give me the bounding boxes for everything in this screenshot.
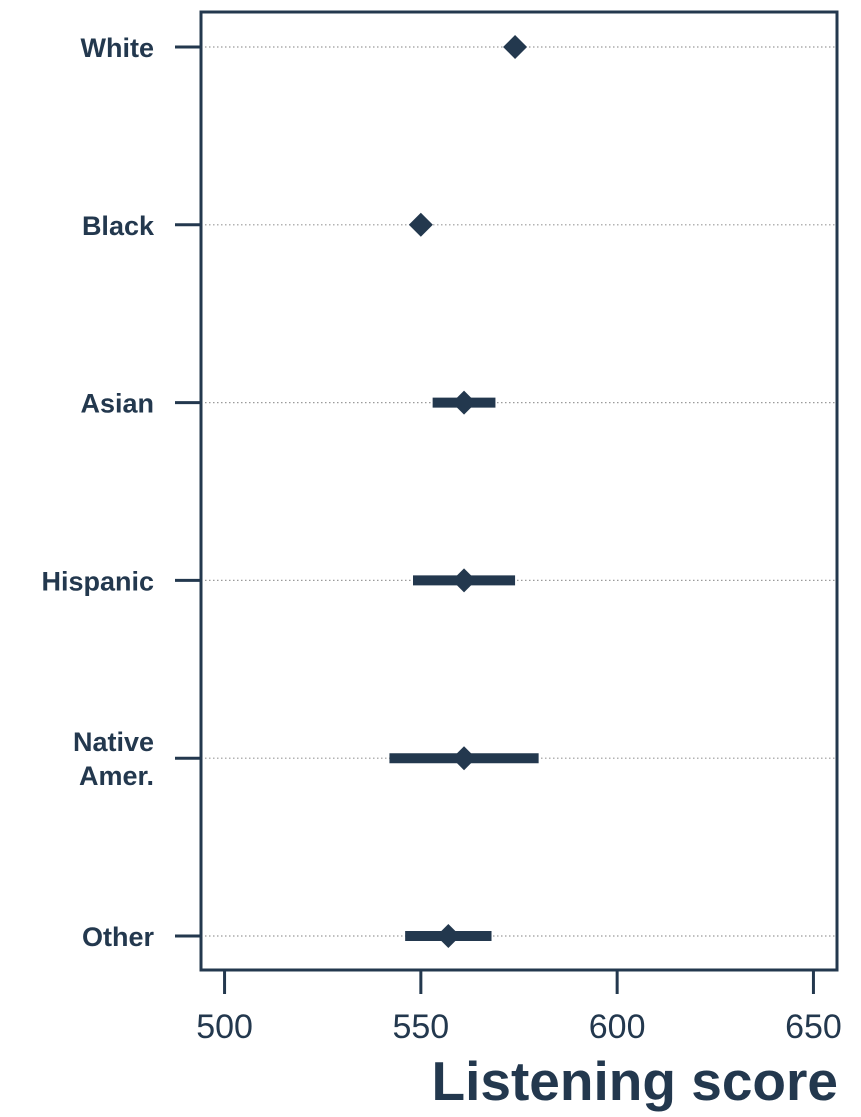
category-label-native-amer: Native Amer. [73,727,154,791]
grid-lines [201,46,837,937]
point-marker-black [408,212,433,237]
category-label-line: White [81,33,155,63]
x-tick-label-500: 500 [196,1008,253,1046]
x-tick-label-600: 600 [589,1008,646,1046]
category-label-line: Amer. [79,761,154,791]
point-marker-hispanic [452,568,477,593]
point-marker-asian [452,390,477,415]
point-marker-other [436,924,461,948]
category-label-other: Other [82,922,155,952]
category-label-black: Black [82,211,155,241]
x-axis-ticks: 500 550 600 650 [196,970,842,1046]
x-tick-label-550: 550 [392,1008,449,1046]
category-label-line: Asian [80,389,154,419]
category-label-line: Hispanic [41,566,154,596]
category-label-line: Other [82,922,155,952]
category-label-asian: Asian [80,389,154,419]
data-marks [389,35,539,948]
category-label-hispanic: Hispanic [41,566,154,596]
y-axis-ticks: White Black Asian Hispanic Native Amer. Other [41,33,201,952]
point-marker-native-amer- [452,746,477,771]
x-axis-title: Listening score [432,1050,838,1112]
plot-frame [199,10,839,972]
category-label-line: Black [82,211,155,241]
category-label-line: Native [73,727,154,757]
x-tick-label-650: 650 [785,1008,842,1046]
category-label-white: White [81,33,155,63]
point-marker-white [503,35,528,59]
